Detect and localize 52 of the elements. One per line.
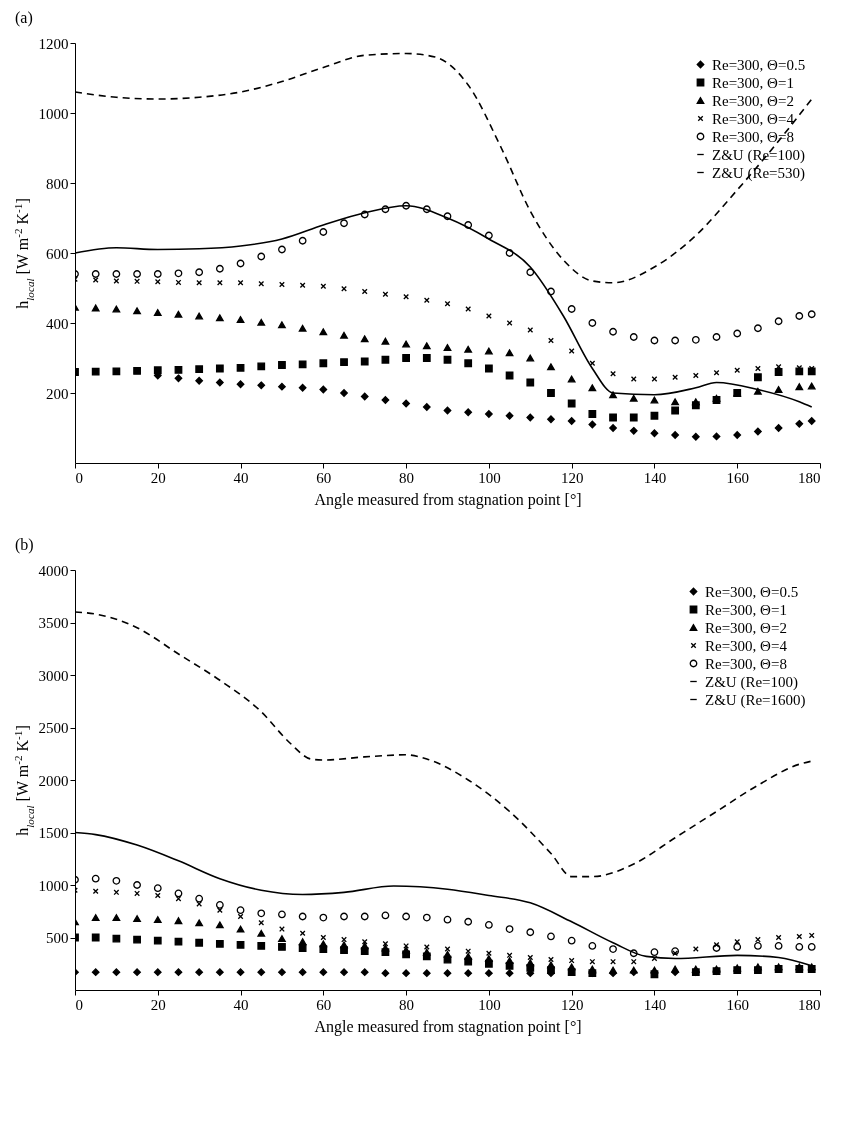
legend-label: Z&U (Re=530) xyxy=(712,164,806,182)
x-tick-label: 120 xyxy=(560,469,584,486)
chart-title: (a) xyxy=(15,9,33,27)
y-tick-label: 3500 xyxy=(38,615,69,631)
legend-label: Re=300, Θ=4 xyxy=(705,637,788,654)
x-axis-title: Angle measured from stagnation point [°] xyxy=(314,490,582,509)
legend-label: Re=300, Θ=0.5 xyxy=(712,56,806,73)
legend-label: Re=300, Θ=8 xyxy=(705,655,787,672)
legend-label: Z&U (Re=1600) xyxy=(705,691,806,709)
x-tick-label: 140 xyxy=(643,996,667,1013)
legend-label: Z&U (Re=100) xyxy=(705,673,799,691)
x-tick-label: 180 xyxy=(798,469,821,486)
legend-label: Z&U (Re=100) xyxy=(712,146,806,164)
x-tick-label: 20 xyxy=(150,996,166,1013)
x-tick-label: 60 xyxy=(316,996,332,1013)
y-tick-label: 2000 xyxy=(38,772,69,789)
legend-label: Re=300, Θ=2 xyxy=(712,92,794,109)
y-tick-label: 500 xyxy=(46,930,69,946)
y-tick-label: 1000 xyxy=(38,877,69,894)
x-tick-label: 100 xyxy=(478,996,501,1013)
x-tick-label: 80 xyxy=(399,996,415,1013)
y-tick-label: 3000 xyxy=(38,667,69,684)
y-tick-label: 800 xyxy=(46,175,69,192)
legend-label: Re=300, Θ=1 xyxy=(712,74,794,91)
x-tick-label: 80 xyxy=(399,469,415,486)
x-axis-title: Angle measured from stagnation point [°] xyxy=(314,1017,582,1036)
x-tick-label: 100 xyxy=(478,469,501,486)
x-tick-label: 140 xyxy=(643,469,667,486)
x-tick-label: 0 xyxy=(75,996,83,1013)
x-tick-label: 40 xyxy=(233,996,249,1013)
x-tick-label: 160 xyxy=(726,996,749,1013)
chart-title: (b) xyxy=(15,536,34,554)
y-tick-label: 200 xyxy=(46,385,69,402)
y-tick-label: 400 xyxy=(46,315,69,332)
x-tick-label: 40 xyxy=(233,469,249,486)
legend-label: Re=300, Θ=1 xyxy=(705,601,787,618)
legend-label: Re=300, Θ=0.5 xyxy=(705,583,799,600)
y-tick-label: 1000 xyxy=(38,105,69,122)
y-tick-label: 1500 xyxy=(38,825,69,841)
x-tick-label: 0 xyxy=(75,469,83,486)
x-tick-label: 160 xyxy=(726,469,749,486)
y-tick-label: 2500 xyxy=(38,720,69,736)
legend-label: Re=300, Θ=4 xyxy=(712,110,795,127)
y-tick-label: 4000 xyxy=(38,562,69,579)
x-tick-label: 20 xyxy=(150,469,166,486)
legend-label: Re=300, Θ=8 xyxy=(712,128,794,145)
x-tick-label: 60 xyxy=(316,469,332,486)
x-tick-label: 180 xyxy=(798,996,821,1013)
x-tick-label: 120 xyxy=(560,996,584,1013)
y-tick-label: 1200 xyxy=(38,35,69,52)
legend-label: Re=300, Θ=2 xyxy=(705,619,787,636)
y-tick-label: 600 xyxy=(46,245,69,262)
